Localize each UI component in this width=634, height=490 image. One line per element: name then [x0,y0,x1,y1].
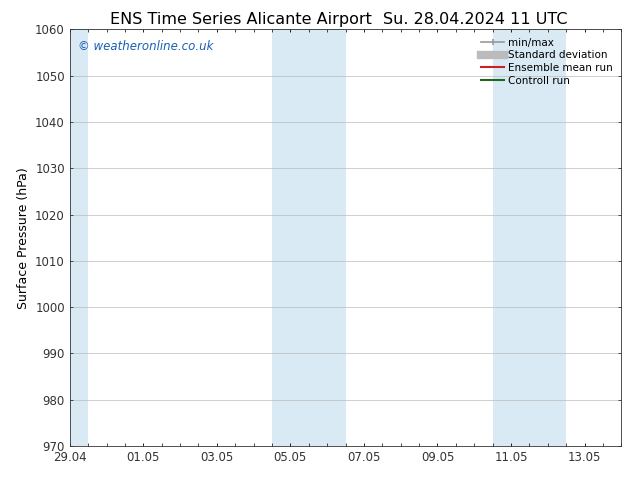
Bar [493,29,566,446]
Y-axis label: Surface Pressure (hPa): Surface Pressure (hPa) [16,167,30,309]
Legend: min/max, Standard deviation, Ensemble mean run, Controll run: min/max, Standard deviation, Ensemble me… [478,35,616,89]
Text: Su. 28.04.2024 11 UTC: Su. 28.04.2024 11 UTC [383,12,568,27]
Text: © weatheronline.co.uk: © weatheronline.co.uk [78,40,214,53]
Bar [272,29,346,446]
Text: ENS Time Series Alicante Airport: ENS Time Series Alicante Airport [110,12,372,27]
Bar [70,29,88,446]
